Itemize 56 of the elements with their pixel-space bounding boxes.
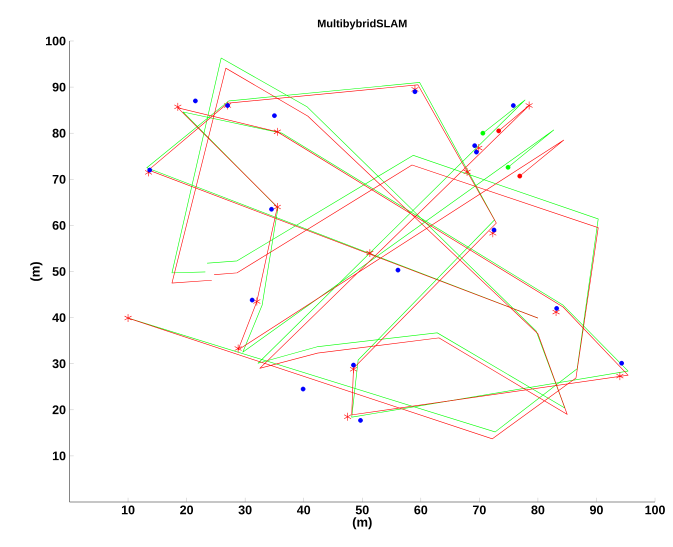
- y-tick-label: 90: [52, 82, 66, 92]
- point: [274, 202, 282, 212]
- point: [234, 344, 242, 353]
- y-tick-label: 10: [52, 452, 66, 460]
- point: [616, 372, 624, 380]
- point: [506, 164, 510, 170]
- point: [147, 168, 152, 172]
- point: [174, 102, 182, 112]
- point: [300, 386, 306, 392]
- y-axis-title: (m): [30, 262, 42, 281]
- x-axis-title: (m): [352, 517, 372, 530]
- x-tick-label: 50: [356, 506, 369, 514]
- point: [492, 228, 496, 232]
- point: [472, 143, 478, 148]
- chart-title: MultibybridSLAM: [318, 19, 407, 30]
- y-tick-label: 100: [46, 36, 66, 46]
- point: [463, 168, 471, 176]
- y-tick-label: 60: [52, 220, 66, 230]
- point: [366, 248, 374, 258]
- point: [351, 362, 356, 368]
- x-tick-label: 30: [238, 506, 252, 514]
- point: [272, 113, 277, 118]
- point: [525, 101, 533, 110]
- point: [619, 360, 624, 366]
- point: [344, 412, 352, 421]
- x-tick-label: 20: [180, 506, 194, 514]
- x-tick-label: 100: [645, 506, 665, 514]
- point: [274, 128, 282, 136]
- y-tick-label: 70: [52, 174, 66, 184]
- x-tick-label: 10: [122, 506, 134, 514]
- point: [510, 103, 516, 108]
- point: [412, 89, 418, 94]
- point: [396, 268, 400, 273]
- point: [144, 168, 152, 177]
- x-tick-label: 90: [590, 506, 603, 514]
- point: [517, 174, 522, 178]
- point: [192, 98, 198, 104]
- point: [253, 297, 261, 306]
- point: [124, 314, 132, 322]
- point: [475, 144, 483, 152]
- point: [480, 130, 486, 136]
- x-tick-label: 70: [472, 506, 486, 514]
- y-tick-label: 80: [52, 128, 66, 138]
- point: [474, 150, 479, 154]
- y-tick-label: 50: [52, 267, 66, 276]
- y-tick-label: 40: [52, 313, 66, 322]
- x-tick-label: 60: [414, 506, 428, 514]
- point: [554, 306, 560, 311]
- y-tick-label: 20: [52, 405, 66, 414]
- point: [250, 298, 255, 302]
- point: [496, 128, 502, 134]
- point: [269, 206, 274, 212]
- point: [358, 418, 363, 423]
- x-tick-label: 80: [531, 506, 544, 514]
- x-tick-label: 40: [296, 506, 310, 514]
- y-tick-label: 30: [52, 359, 66, 368]
